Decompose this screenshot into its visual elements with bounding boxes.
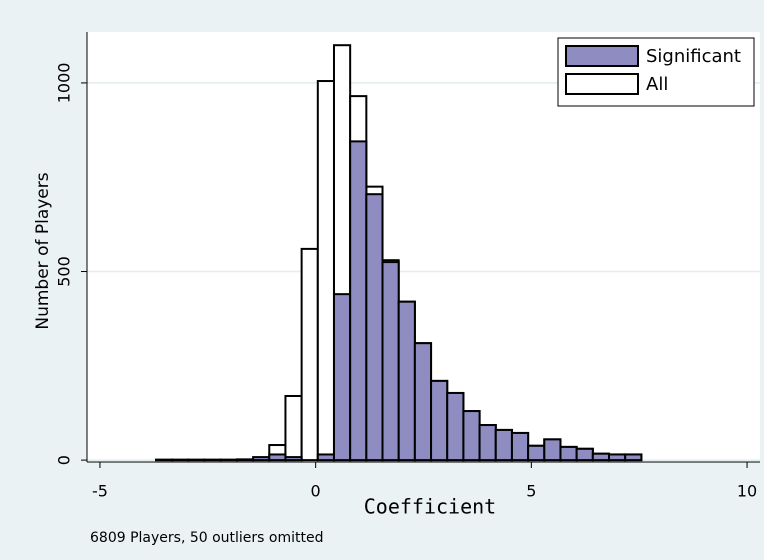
bar	[462, 410, 481, 462]
bar	[365, 193, 384, 462]
bar	[624, 453, 643, 462]
bar	[349, 140, 368, 462]
bar	[300, 247, 319, 462]
bar	[543, 438, 562, 462]
bar	[381, 261, 400, 462]
y-tick-label: 1000	[55, 63, 74, 104]
legend-label: Significant	[646, 46, 741, 67]
bar	[397, 300, 416, 462]
bar	[575, 447, 594, 462]
note: 6809 Players, 50 outliers omitted	[90, 530, 324, 546]
bar	[268, 453, 287, 462]
y-tick-label: 500	[55, 256, 74, 287]
x-axis-title: Coefficient	[364, 495, 496, 519]
bar	[316, 453, 335, 462]
bar	[252, 456, 271, 462]
bar	[332, 293, 352, 462]
bar	[446, 391, 465, 462]
bar	[284, 456, 303, 462]
y-tick-label: 0	[55, 455, 74, 465]
bar	[284, 394, 303, 462]
y-axis-title: Number of Players	[33, 172, 53, 329]
legend-swatch	[565, 73, 639, 95]
legend-swatch	[565, 45, 639, 67]
x-tick-label: 0	[311, 482, 321, 501]
bar	[494, 428, 513, 462]
bar	[527, 444, 546, 462]
bar	[430, 379, 449, 462]
bar	[413, 342, 433, 462]
bar	[591, 452, 611, 462]
bar	[608, 453, 627, 462]
x-tick-label: -5	[92, 482, 108, 501]
bar	[478, 424, 497, 462]
legend-label: All	[646, 74, 668, 95]
x-tick-label: 10	[737, 482, 757, 501]
x-tick-label: 5	[526, 482, 536, 501]
bar	[316, 80, 335, 462]
bar	[510, 431, 530, 462]
bar	[559, 445, 578, 462]
